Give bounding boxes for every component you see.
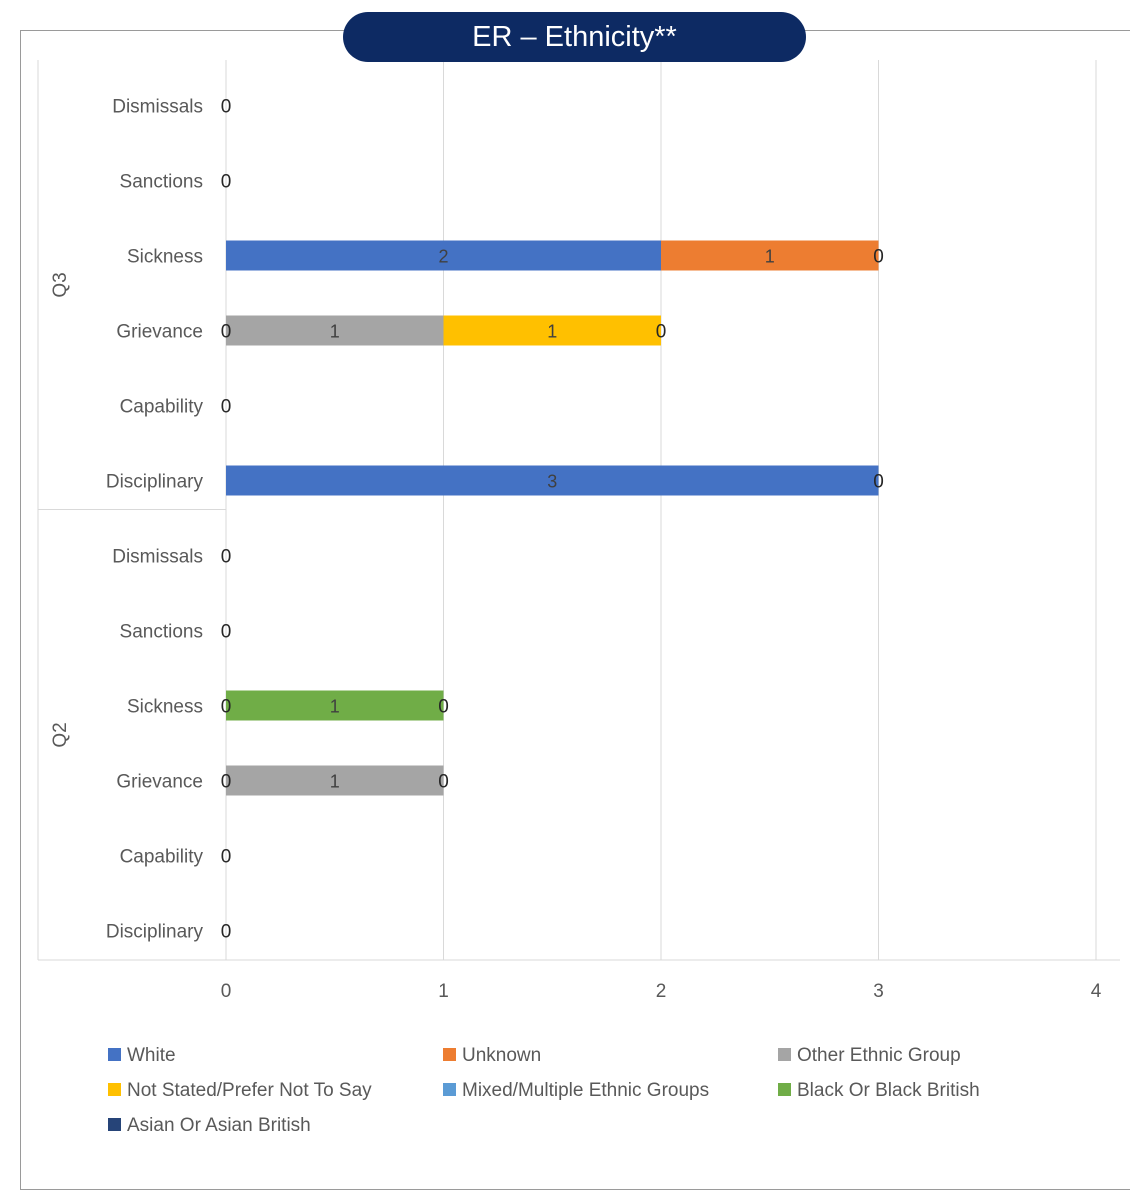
data-label: 1: [765, 247, 775, 267]
legend-swatch: [778, 1048, 791, 1061]
data-label: 3: [547, 472, 557, 492]
legend-label: Other Ethnic Group: [797, 1045, 961, 1066]
zero-label: 0: [438, 697, 449, 718]
zero-label: 0: [438, 772, 449, 793]
zero-label: 0: [221, 547, 232, 568]
legend-label: White: [127, 1045, 176, 1066]
group-label: Q2: [50, 722, 71, 747]
bar-segment: [443, 315, 661, 346]
legend-swatch: [108, 1118, 121, 1131]
category-label: Capability: [120, 397, 204, 418]
legend-label: Mixed/Multiple Ethnic Groups: [462, 1080, 709, 1101]
x-tick-label: 4: [1091, 981, 1102, 1002]
bar-segment: [661, 240, 879, 271]
category-label: Sickness: [127, 697, 203, 718]
data-label: 1: [547, 322, 557, 342]
chart-title: ER – Ethnicity**: [343, 12, 806, 62]
x-tick-label: 0: [221, 981, 232, 1002]
category-label: Grievance: [116, 772, 203, 793]
group-label: Q3: [50, 272, 71, 297]
legend-swatch: [443, 1083, 456, 1096]
category-label: Grievance: [116, 322, 203, 343]
data-label: 2: [438, 247, 448, 267]
bar-segment: [226, 465, 879, 496]
category-label: Disciplinary: [106, 472, 204, 493]
legend-swatch: [443, 1048, 456, 1061]
legend-label: Not Stated/Prefer Not To Say: [127, 1080, 372, 1101]
category-label: Sickness: [127, 247, 203, 268]
bar-segment: [226, 690, 444, 721]
data-label: 1: [330, 697, 340, 717]
data-label: 1: [330, 772, 340, 792]
legend-swatch: [778, 1083, 791, 1096]
x-tick-label: 3: [873, 981, 884, 1002]
zero-label: 0: [656, 322, 667, 343]
zero-label: 0: [221, 922, 232, 943]
zero-label: 0: [221, 97, 232, 118]
bar-segment: [226, 315, 444, 346]
category-label: Disciplinary: [106, 922, 204, 943]
category-label: Dismissals: [112, 97, 203, 118]
category-label: Dismissals: [112, 547, 203, 568]
zero-label: 0: [221, 172, 232, 193]
zero-label: 0: [221, 772, 232, 793]
zero-label: 0: [221, 847, 232, 868]
category-label: Capability: [120, 847, 204, 868]
legend-label: Unknown: [462, 1045, 541, 1066]
bar-segment: [226, 240, 661, 271]
zero-label: 0: [221, 397, 232, 418]
data-label: 1: [330, 322, 340, 342]
stacked-bar-chart: 0 1 2 3 4 Q3 Q2 Dismissals 0 Sanctions 0 Sickness 2 1…: [37, 60, 1120, 1136]
zero-label: 0: [221, 622, 232, 643]
bar-segment: [226, 765, 444, 796]
x-tick-label: 1: [438, 981, 449, 1002]
zero-label: 0: [873, 472, 884, 493]
zero-label: 0: [221, 697, 232, 718]
zero-label: 0: [221, 322, 232, 343]
x-tick-label: 2: [656, 981, 667, 1002]
category-label: Sanctions: [120, 172, 203, 193]
legend-swatch: [108, 1083, 121, 1096]
legend-label: Black Or Black British: [797, 1080, 980, 1101]
category-label: Sanctions: [120, 622, 203, 643]
zero-label: 0: [873, 247, 884, 268]
legend-swatch: [108, 1048, 121, 1061]
legend-label: Asian Or Asian British: [127, 1115, 311, 1136]
